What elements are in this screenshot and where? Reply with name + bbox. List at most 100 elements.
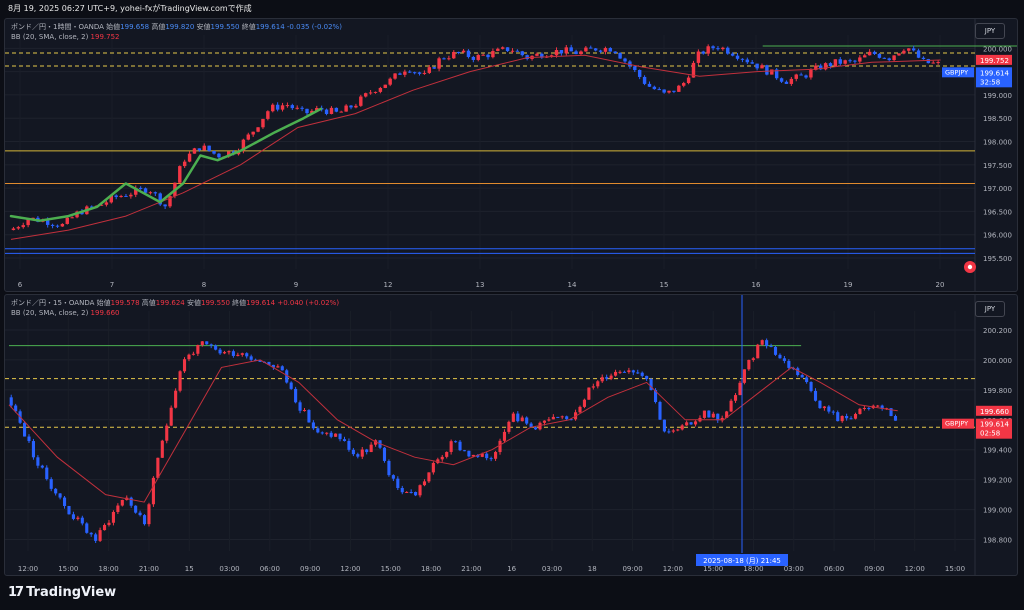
bb-price-tag-text: 199.660 — [980, 408, 1009, 416]
candle-body — [755, 63, 759, 69]
currency-button[interactable]: JPY — [975, 23, 1005, 39]
candle-body — [579, 51, 583, 55]
candle-body — [584, 47, 588, 52]
candle-body — [412, 72, 417, 74]
alert-clock-icon-center — [967, 264, 973, 270]
tradingview-logo-icon: 17 — [8, 585, 24, 600]
candle-body — [667, 431, 671, 433]
screenshot-header: 8月 19, 2025 06:27 UTC+9, yohei-fxがTradin… — [0, 0, 1024, 18]
y-tick-label: 198.800 — [983, 537, 1012, 545]
candle-body — [622, 371, 626, 373]
close-label: 終値 — [241, 23, 256, 31]
candle-body — [241, 139, 246, 151]
candle-body — [418, 485, 422, 496]
y-tick-label: 196.000 — [983, 232, 1012, 240]
candle-body — [363, 93, 368, 97]
symbol-tag-text: GBPJPY — [945, 420, 968, 428]
chart-1h-canvas[interactable]: 200.000199.500199.000198.500198.000197.5… — [5, 19, 1018, 292]
chart-pane-15m[interactable]: 200.200200.000199.800199.600199.400199.2… — [4, 294, 1018, 576]
candle-body — [556, 416, 560, 418]
candle-body — [40, 465, 44, 468]
candle-body — [197, 148, 202, 151]
candle-body — [246, 134, 250, 140]
currency-button[interactable]: JPY — [975, 301, 1005, 317]
candle-body — [349, 105, 353, 108]
candle-body — [143, 188, 148, 193]
candle-body — [187, 354, 191, 360]
x-tick-label: 18 — [588, 565, 597, 573]
candle-body — [174, 390, 178, 408]
candle-body — [447, 58, 451, 60]
candle-body — [49, 479, 53, 489]
crosshair-time-text: 2025-08-18 (月) 21:45 — [703, 557, 781, 565]
candle-body — [789, 78, 794, 84]
tradingview-logo[interactable]: 17 TradingView — [8, 585, 116, 600]
candle-body — [733, 395, 738, 401]
y-tick-label: 200.200 — [983, 327, 1012, 335]
candle-body — [647, 83, 652, 87]
candle-body — [302, 410, 307, 412]
candle-body — [840, 416, 844, 422]
candle-body — [275, 104, 280, 110]
candle-body — [158, 193, 162, 205]
x-tick-label: 09:00 — [622, 565, 642, 573]
candle-body — [104, 202, 109, 205]
candle-body — [902, 50, 906, 54]
candle-body — [480, 453, 484, 457]
candle-body — [858, 57, 862, 62]
candle-body — [893, 416, 898, 421]
candle-body — [294, 388, 298, 403]
candle-body — [124, 195, 128, 197]
candle-body — [182, 359, 187, 372]
candle-body — [427, 472, 431, 482]
candle-body — [422, 481, 427, 486]
candle-body — [623, 58, 627, 62]
low-value: 199.550 — [210, 23, 240, 31]
candle-body — [311, 422, 315, 429]
candle-body — [398, 73, 402, 75]
candle-body — [116, 505, 120, 512]
candle-body — [271, 104, 275, 112]
candle-body — [471, 56, 476, 60]
high-value: 199.624 — [155, 299, 185, 307]
candle-body — [838, 59, 842, 64]
candle-body — [85, 523, 89, 533]
x-tick-label: 21:00 — [139, 565, 159, 573]
candle-body — [90, 206, 94, 208]
candle-body — [805, 377, 809, 383]
candle-body — [652, 86, 657, 90]
open-value: 199.658 — [120, 23, 150, 31]
candle-body — [80, 517, 84, 524]
candle-body — [169, 407, 173, 426]
candle-body — [178, 166, 182, 183]
candle-body — [142, 515, 147, 525]
y-tick-label: 195.500 — [983, 255, 1012, 263]
candle-body — [261, 118, 265, 128]
candle-body — [481, 54, 485, 56]
candle-body — [129, 497, 133, 506]
candle-body — [391, 475, 395, 479]
candle-body — [498, 440, 502, 453]
close-label: 終値 — [232, 299, 247, 307]
candle-body — [778, 354, 782, 359]
candle-body — [334, 107, 339, 112]
candle-body — [849, 418, 853, 420]
y-tick-label: 198.000 — [983, 139, 1012, 147]
candle-body — [76, 517, 80, 519]
legend-title: ポンド／円・1時間・OANDA — [11, 23, 104, 31]
candle-body — [877, 53, 882, 58]
candle-body — [160, 440, 164, 458]
candle-body — [94, 534, 98, 541]
candle-body — [163, 204, 167, 207]
candle-body — [500, 47, 505, 49]
y-tick-label: 199.800 — [983, 387, 1012, 395]
candle-body — [520, 51, 524, 56]
candle-body — [494, 452, 498, 459]
candle-body — [637, 70, 642, 77]
candle-body — [657, 89, 661, 91]
chart-15m-canvas[interactable]: 200.200200.000199.800199.600199.400199.2… — [5, 295, 1018, 576]
candle-body — [554, 50, 559, 56]
candle-body — [578, 406, 582, 413]
candle-body — [280, 366, 284, 371]
chart-pane-1h[interactable]: 200.000199.500199.000198.500198.000197.5… — [4, 18, 1018, 292]
